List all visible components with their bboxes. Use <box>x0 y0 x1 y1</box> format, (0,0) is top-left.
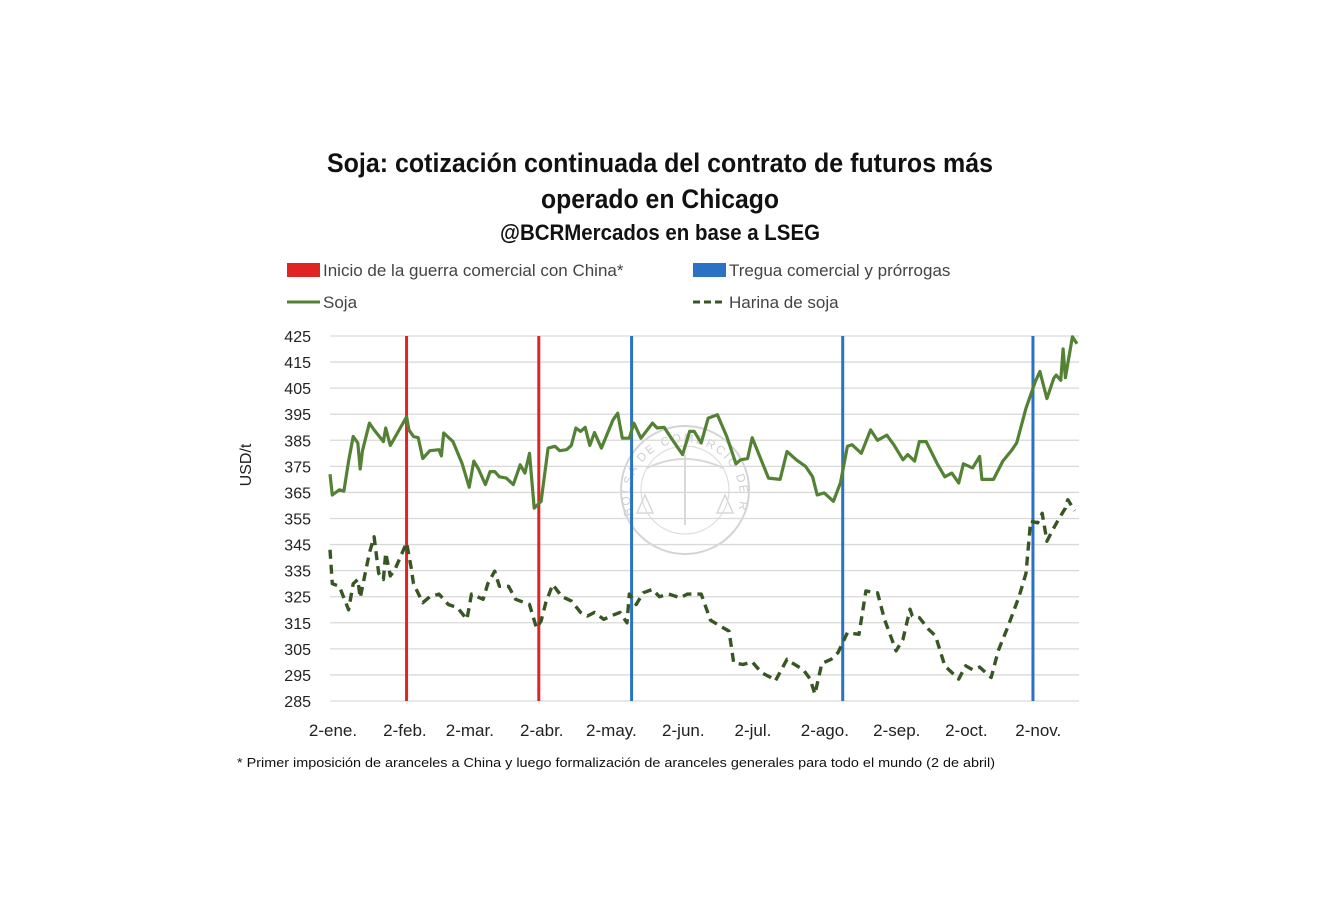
y-axis: 425 415 405 395 385 375 365 355 345 335 325 315 305 2… <box>284 329 311 711</box>
legend: Inicio de la guerra comercial con China*… <box>287 261 950 312</box>
gridlines <box>330 335 1080 702</box>
y-tick-label: 385 <box>284 433 311 450</box>
legend-swatch <box>693 263 726 277</box>
legend-label: Inicio de la guerra comercial con China* <box>323 261 624 280</box>
y-tick-label: 295 <box>284 668 311 685</box>
seal-scales-icon <box>635 493 735 514</box>
y-tick-label: 325 <box>284 590 311 607</box>
y-tick-label: 395 <box>284 407 311 424</box>
y-tick-label: 315 <box>284 616 311 633</box>
x-tick-label: 2-nov. <box>1015 721 1061 740</box>
chart-subtitle: @BCRMercados en base a LSEG <box>500 220 820 245</box>
y-tick-label: 335 <box>284 564 311 581</box>
y-tick-label: 355 <box>284 512 311 529</box>
y-tick-label: 405 <box>284 381 311 398</box>
y-tick-label: 415 <box>284 355 311 372</box>
x-tick-label: 2-jul. <box>734 721 771 740</box>
y-tick-label: 285 <box>284 694 311 711</box>
y-tick-label: 305 <box>284 642 311 659</box>
y-tick-label: 365 <box>284 485 311 502</box>
series-line-harina-de-soja <box>328 498 1077 696</box>
x-tick-label: 2-jun. <box>662 721 705 740</box>
legend-label: Soja <box>323 293 358 312</box>
footnote: * Primer imposición de aranceles a China… <box>237 756 995 770</box>
legend-swatch <box>287 263 320 277</box>
x-tick-label: 2-ago. <box>801 721 849 740</box>
x-tick-label: 2-mar. <box>446 721 494 740</box>
legend-label: Tregua comercial y prórrogas <box>729 261 950 280</box>
x-tick-label: 2-may. <box>586 721 637 740</box>
x-tick-label: 2-sep. <box>873 721 920 740</box>
x-axis: 2-ene. 2-feb. 2-mar. 2-abr. 2-may. 2-jun. 2-ju… <box>309 721 1061 740</box>
x-tick-label: 2-ene. <box>309 721 357 740</box>
legend-label: Harina de soja <box>729 293 839 312</box>
y-axis-label: USD/t <box>238 443 255 486</box>
x-tick-label: 2-oct. <box>945 721 988 740</box>
x-tick-label: 2-feb. <box>383 721 426 740</box>
chart-title-line-1: Soja: cotización continuada del contrato… <box>327 148 993 178</box>
seal-outer-ring <box>620 425 750 555</box>
series-lines <box>328 335 1079 696</box>
y-tick-label: 375 <box>284 459 311 476</box>
chart-title-line-2: operado en Chicago <box>541 184 779 214</box>
series-line-soja <box>328 335 1079 510</box>
y-tick-label: 425 <box>284 329 311 346</box>
y-tick-label: 345 <box>284 538 311 555</box>
seal-wings-icon <box>646 458 724 469</box>
x-tick-label: 2-abr. <box>520 721 563 740</box>
